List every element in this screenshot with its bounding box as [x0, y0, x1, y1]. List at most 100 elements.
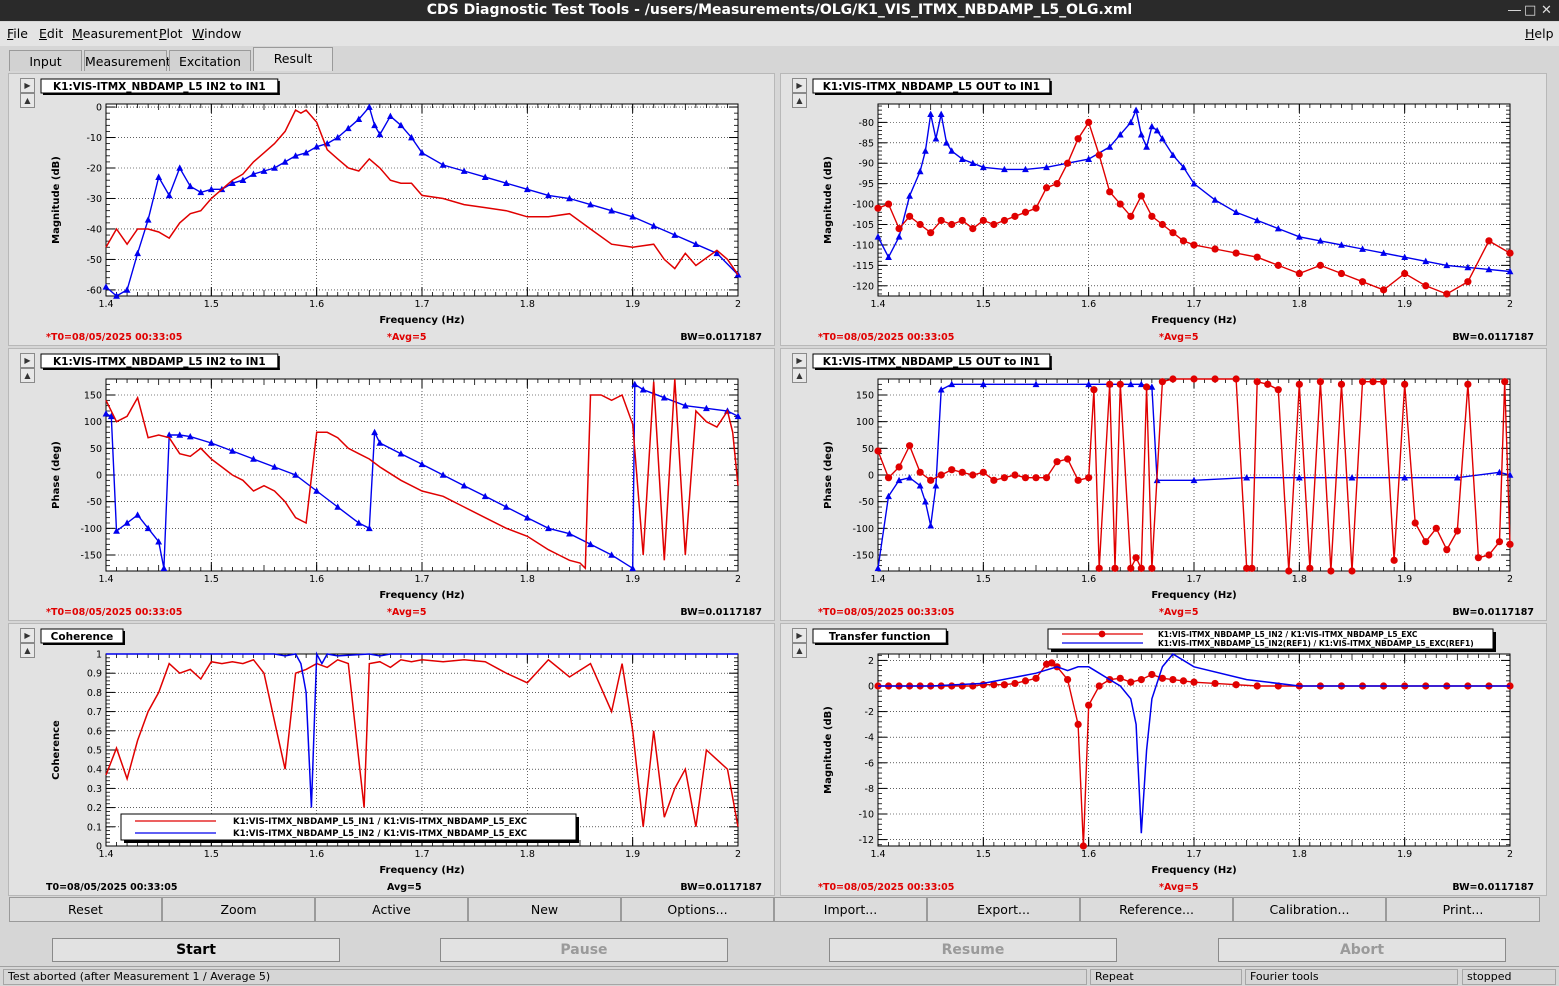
status-mode: Repeat — [1090, 969, 1242, 985]
print-button[interactable]: Print... — [1386, 897, 1540, 922]
start-time-label: *T0=08/05/2025 00:33:05 — [46, 607, 182, 618]
x-tick-label: 2 — [735, 574, 741, 585]
data-point-circle — [1148, 670, 1156, 679]
export-button[interactable]: Export... — [927, 897, 1080, 922]
data-point-triangle — [292, 471, 299, 478]
reset-button[interactable]: Reset — [9, 897, 162, 922]
menu-edit[interactable]: Edit — [39, 26, 64, 41]
title-box-shadow — [277, 356, 280, 370]
y-tick-label: 0.1 — [87, 822, 102, 833]
data-point-triangle — [631, 380, 639, 388]
panel-expand-up-icon[interactable]: ▲ — [20, 368, 35, 383]
data-point-circle — [1495, 538, 1504, 546]
minimize-icon[interactable]: ― — [1508, 3, 1521, 18]
start-button[interactable]: Start — [52, 938, 340, 962]
active-button[interactable]: Active — [315, 897, 468, 922]
average-count-label: Avg=5 — [387, 882, 422, 893]
phase-plot-out-to-in1[interactable]: K1:VIS-ITMX_NBDAMP_L5 OUT to IN1 150 100 50… — [811, 349, 1548, 622]
data-point-circle — [948, 682, 956, 690]
close-icon[interactable]: ✕ — [1541, 3, 1552, 18]
title-box-shadow — [43, 93, 280, 95]
panel-expand-up-icon[interactable]: ▲ — [20, 93, 35, 108]
panel-expand-up-icon[interactable]: ▲ — [792, 643, 807, 658]
average-count-label: *Avg=5 — [1159, 607, 1199, 618]
zoom-button[interactable]: Zoom — [162, 897, 315, 922]
data-point-circle — [1137, 192, 1145, 200]
y-tick-label: 0.4 — [87, 765, 102, 776]
data-point-circle — [1169, 676, 1177, 684]
data-point-triangle — [703, 404, 710, 412]
menu-help[interactable]: Help — [1525, 26, 1554, 41]
calibration-button[interactable]: Calibration... — [1233, 897, 1386, 922]
y-tick-label: -40 — [86, 224, 102, 235]
x-tick-label: 1.8 — [520, 849, 535, 860]
data-point-triangle — [937, 110, 945, 118]
transfer-function-plot[interactable]: Transfer function 2 0 -2 -4 -6 -8 -10 -12 1.4 1.5 1… — [811, 624, 1548, 897]
series-group — [874, 118, 1514, 298]
data-point-triangle — [313, 487, 321, 494]
panel-expand-up-icon[interactable]: ▲ — [20, 643, 35, 658]
data-point-triangle — [1380, 249, 1387, 256]
data-point-triangle — [160, 564, 168, 572]
data-point-triangle — [1085, 380, 1093, 388]
data-point-circle — [1064, 676, 1072, 684]
menu-file[interactable]: File — [7, 26, 28, 41]
y-tick-label: -80 — [858, 118, 874, 129]
pause-button[interactable]: Pause — [440, 938, 728, 962]
data-point-circle — [1401, 269, 1409, 278]
data-point-circle — [948, 466, 956, 474]
panel-expand-right-icon[interactable]: ▶ — [792, 628, 807, 643]
data-point-triangle — [1401, 253, 1409, 260]
panel-expand-right-icon[interactable]: ▶ — [792, 353, 807, 368]
magnitude-plot-in2-to-in1[interactable]: K1:VIS-ITMX_NBDAMP_L5 IN2 to IN1 0 -10 -20 -… — [39, 74, 776, 347]
data-point-circle — [1443, 546, 1451, 554]
data-point-circle — [906, 212, 914, 220]
data-point-triangle — [123, 286, 131, 293]
menu-window[interactable]: Window — [192, 26, 242, 41]
panel-expand-right-icon[interactable]: ▶ — [20, 628, 35, 643]
reference-button[interactable]: Reference... — [1080, 897, 1233, 922]
x-tick-label: 2 — [1507, 849, 1513, 860]
data-point-triangle — [155, 538, 163, 545]
options-button[interactable]: Options... — [621, 897, 774, 922]
panel-expand-right-icon[interactable]: ▶ — [792, 78, 807, 93]
tab-excitation[interactable]: Excitation — [169, 50, 251, 71]
panel-expand-right-icon[interactable]: ▶ — [20, 353, 35, 368]
y-tick-label: -105 — [852, 220, 874, 231]
import-button[interactable]: Import... — [774, 897, 927, 922]
menu-plot[interactable]: Plot — [159, 26, 183, 41]
tab-measurement[interactable]: Measurement — [84, 50, 171, 71]
data-point-circle — [1000, 681, 1008, 689]
abort-button[interactable]: Abort — [1218, 938, 1506, 962]
data-point-circle — [1074, 720, 1082, 728]
data-point-triangle — [979, 380, 987, 388]
magnitude-plot-out-to-in1[interactable]: K1:VIS-ITMX_NBDAMP_L5 OUT to IN1 -80 -85 -9… — [811, 74, 1548, 347]
maximize-icon[interactable]: □ — [1524, 3, 1537, 18]
panel-expand-up-icon[interactable]: ▲ — [792, 93, 807, 108]
data-point-triangle — [1148, 383, 1156, 390]
phase-plot-in2-to-in1[interactable]: K1:VIS-ITMX_NBDAMP_L5 IN2 to IN1 150 100 50… — [39, 349, 776, 622]
panel-expand-right-icon[interactable]: ▶ — [20, 78, 35, 93]
data-point-circle — [948, 220, 956, 229]
data-point-triangle — [1032, 380, 1040, 388]
resume-button[interactable]: Resume — [829, 938, 1117, 962]
plot-title-box: K1:VIS-ITMX_NBDAMP_L5 IN2 to IN1 — [40, 353, 280, 370]
panel-expand-up-icon[interactable]: ▲ — [792, 368, 807, 383]
menu-measurement[interactable]: Measurement — [72, 26, 158, 41]
coherence-plot[interactable]: Coherence 0 0.1 0.2 0.3 0.4 0.5 0.6 0.7 0.8 0.9 1 1.… — [39, 624, 776, 897]
x-tick-label: 1.8 — [1292, 574, 1307, 585]
data-point-circle — [1432, 524, 1440, 532]
data-point-circle — [1274, 261, 1282, 269]
plot-panel-1: ▶ ▲ K1:VIS-ITMX_NBDAMP_L5 IN2 to IN1 0 -10… — [8, 73, 775, 346]
new-button[interactable]: New — [468, 897, 621, 922]
data-point-circle — [1506, 540, 1514, 548]
tab-input[interactable]: Input — [9, 50, 82, 71]
tab-result[interactable]: Result — [253, 47, 333, 71]
data-point-circle — [906, 442, 914, 450]
average-count-label: *Avg=5 — [1159, 332, 1199, 343]
data-point-circle — [958, 682, 966, 690]
data-point-circle — [1232, 249, 1240, 257]
data-point-triangle — [1295, 233, 1303, 240]
x-tick-label: 1.7 — [1186, 574, 1201, 585]
x-tick-label: 1.7 — [414, 849, 429, 860]
